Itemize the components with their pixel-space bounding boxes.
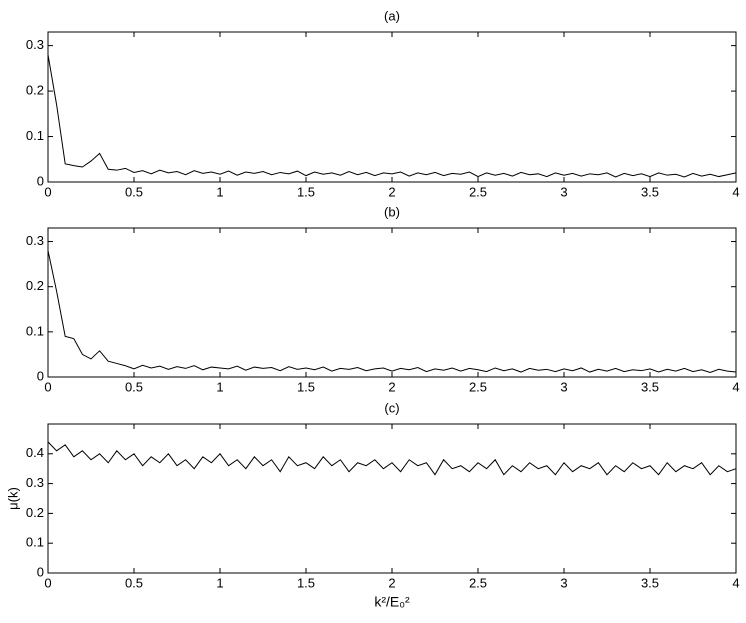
x-tick-label: 2.5 <box>469 184 487 199</box>
x-tick-label: 3 <box>560 379 567 394</box>
x-tick-label: 0.5 <box>125 575 143 590</box>
data-line <box>47 250 737 374</box>
panel-title: (c) <box>384 400 399 415</box>
y-tick-label: 0.2 <box>26 83 44 98</box>
x-tick-label: 2 <box>388 379 395 394</box>
y-tick-label: 0.1 <box>26 323 44 338</box>
y-tick-label: 0 <box>37 564 44 579</box>
panel-title: (a) <box>384 8 400 23</box>
y-tick-label: 0.4 <box>26 445 44 460</box>
y-tick-label: 0.1 <box>26 535 44 550</box>
x-tick-label: 3.5 <box>641 184 659 199</box>
x-tick-label: 2.5 <box>469 575 487 590</box>
x-tick-label: 0 <box>44 184 51 199</box>
x-tick-label: 3.5 <box>641 379 659 394</box>
y-axis-label: μ(k) <box>5 487 20 510</box>
x-tick-label: 3 <box>560 575 567 590</box>
data-line <box>47 441 737 476</box>
x-tick-label: 1.5 <box>297 575 315 590</box>
x-tick-label: 1 <box>216 184 223 199</box>
x-tick-label: 2.5 <box>469 379 487 394</box>
y-tick-label: 0.3 <box>26 37 44 52</box>
axes-box <box>47 423 737 574</box>
axes-box <box>47 227 737 378</box>
x-axis-label: k²/E₀² <box>374 594 410 610</box>
y-tick-label: 0.2 <box>26 278 44 293</box>
x-tick-label: 0 <box>44 575 51 590</box>
x-tick-label: 1.5 <box>297 379 315 394</box>
x-tick-label: 3.5 <box>641 575 659 590</box>
x-tick-label: 4 <box>732 575 739 590</box>
x-tick-label: 0.5 <box>125 184 143 199</box>
x-tick-label: 3 <box>560 184 567 199</box>
y-tick-label: 0.2 <box>26 505 44 520</box>
y-tick-label: 0 <box>37 368 44 383</box>
y-tick-label: 0 <box>37 173 44 188</box>
x-tick-label: 2 <box>388 575 395 590</box>
x-tick-label: 0 <box>44 379 51 394</box>
x-tick-label: 1 <box>216 575 223 590</box>
panel-title: (b) <box>384 204 400 219</box>
y-tick-label: 0.3 <box>26 233 44 248</box>
axes-box <box>47 31 737 183</box>
y-tick-label: 0.3 <box>26 475 44 490</box>
x-tick-label: 1 <box>216 379 223 394</box>
x-tick-label: 1.5 <box>297 184 315 199</box>
x-tick-label: 4 <box>732 184 739 199</box>
x-tick-label: 0.5 <box>125 379 143 394</box>
y-tick-label: 0.1 <box>26 128 44 143</box>
x-tick-label: 4 <box>732 379 739 394</box>
data-line <box>47 54 737 178</box>
x-tick-label: 2 <box>388 184 395 199</box>
